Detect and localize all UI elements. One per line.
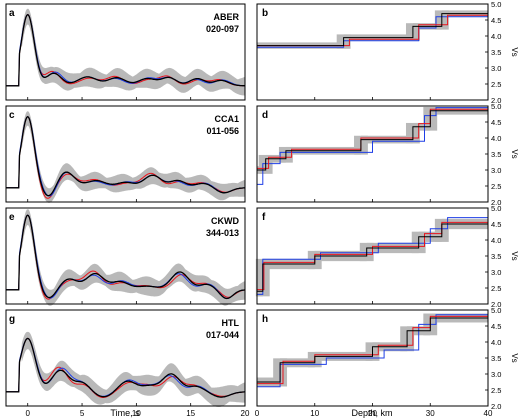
black-vs-profile <box>257 110 488 171</box>
y-tick-label: 5.0 <box>491 306 501 315</box>
y-tick-label: 4.0 <box>491 236 501 245</box>
x-tick-label: 15 <box>186 409 195 418</box>
y-tick-label: 5.0 <box>491 102 501 111</box>
waveform-panel-a: a ABER 020-097 <box>5 3 246 101</box>
velocity-frame-b <box>256 3 489 101</box>
station-range: 344-013 <box>206 228 239 238</box>
panel-letter-d: d <box>262 110 268 121</box>
station-range: 017-044 <box>206 330 239 340</box>
x-tick-label: 20 <box>241 409 250 418</box>
red-vs-profile <box>257 14 488 47</box>
velocity-panel-b: b 2.0 2.5 3.0 3.5 4.0 4.5 5.0 Vs <box>256 0 519 105</box>
y-tick-label: 3.0 <box>491 370 501 379</box>
y-tick-label: 2.5 <box>491 284 501 293</box>
waveform-frame-g <box>5 309 246 407</box>
y-tick-label: 4.0 <box>491 338 501 347</box>
y-tick-label: 5.0 <box>491 204 501 213</box>
y-tick-label: 2.0 <box>491 300 501 309</box>
x-tick-label: 5 <box>80 409 85 418</box>
x-tick-label: 30 <box>426 409 435 418</box>
right-x-axis-label: Depth, km <box>351 408 392 418</box>
left-x-axis-label: Time, s <box>110 408 140 418</box>
x-tick-label: 10 <box>132 409 141 418</box>
y-tick-label: 4.5 <box>491 118 501 127</box>
panel-letter-e: e <box>9 212 15 223</box>
panel-letter-a: a <box>9 8 15 19</box>
black-vs-profile <box>257 223 488 292</box>
x-tick-label: 0 <box>255 409 260 418</box>
y-axis-label: Vs <box>510 149 519 158</box>
uncertainty-band <box>6 8 245 96</box>
y-tick-label: 4.5 <box>491 220 501 229</box>
y-tick-label: 3.0 <box>491 64 501 73</box>
blue-vs-profile <box>257 107 488 185</box>
black-vs-profile <box>257 13 488 47</box>
panel-letter-b: b <box>262 8 268 19</box>
velocity-panel-h: h 2.0 2.5 3.0 3.5 4.0 4.5 5.0 Vs 0 10 20 30 40 <box>255 306 519 418</box>
y-axis-label: Vs <box>510 353 519 362</box>
station-name: CKWD <box>211 216 239 226</box>
y-tick-label: 4.5 <box>491 322 501 331</box>
station-name: HTL <box>222 318 240 328</box>
y-tick-label: 3.0 <box>491 166 501 175</box>
y-tick-label: 3.5 <box>491 150 501 159</box>
observed-waveform <box>6 214 246 300</box>
y-tick-label: 4.0 <box>491 134 501 143</box>
panel-letter-c: c <box>9 110 15 121</box>
waveform-frame-a <box>5 3 246 101</box>
y-tick-label: 2.0 <box>491 96 501 105</box>
x-tick-label: 40 <box>484 409 493 418</box>
waveform-panel-g: g HTL 017-044 0 5 10 15 20 <box>5 309 250 418</box>
y-tick-label: 2.5 <box>491 182 501 191</box>
panel-letter-h: h <box>262 314 268 325</box>
station-name: ABER <box>213 12 239 22</box>
y-tick-label: 2.5 <box>491 386 501 395</box>
x-tick-label: 20 <box>368 409 377 418</box>
observed-waveform <box>6 337 245 398</box>
velocity-panel-d: d 2.0 2.5 3.0 3.5 4.0 4.5 5.0 Vs <box>256 102 519 207</box>
waveform-panel-e: e CKWD 344-013 <box>5 207 246 306</box>
y-tick-label: 2.0 <box>491 198 501 207</box>
y-tick-label: 3.5 <box>491 48 501 57</box>
black-vs-profile <box>257 317 488 383</box>
y-tick-label: 3.0 <box>491 268 501 277</box>
y-tick-label: 2.0 <box>491 402 501 411</box>
station-range: 020-097 <box>206 24 239 34</box>
y-axis-label: Vs <box>510 47 519 56</box>
x-tick-label: 10 <box>310 409 319 418</box>
y-axis-label: Vs <box>510 251 519 260</box>
x-tick-label: 0 <box>26 409 31 418</box>
y-tick-label: 3.5 <box>491 252 501 261</box>
y-tick-label: 3.5 <box>491 354 501 363</box>
waveform-panel-c: c CCA1 011-056 <box>5 105 246 203</box>
observed-waveform <box>6 13 245 87</box>
station-range: 011-056 <box>206 126 239 136</box>
panels-layer: a ABER 020-097 b 2.0 2.5 3.0 3.5 4.0 4.5 5.0 Vs c CCA… <box>5 0 519 418</box>
uncertainty-band <box>6 331 245 407</box>
uncertainty-band <box>6 111 245 203</box>
y-tick-label: 2.5 <box>491 80 501 89</box>
waveform-frame-e <box>5 207 246 305</box>
panel-letter-g: g <box>9 314 15 325</box>
y-tick-label: 4.5 <box>491 16 501 25</box>
waveform-frame-c <box>5 105 246 203</box>
observed-waveform <box>6 115 245 197</box>
panel-letter-f: f <box>262 212 266 223</box>
y-tick-label: 5.0 <box>491 0 501 9</box>
y-tick-label: 4.0 <box>491 32 501 41</box>
station-name: CCA1 <box>214 114 239 124</box>
uncertainty-band <box>6 209 245 306</box>
velocity-panel-f: f 2.0 2.5 3.0 3.5 4.0 4.5 5.0 Vs <box>255 204 519 309</box>
